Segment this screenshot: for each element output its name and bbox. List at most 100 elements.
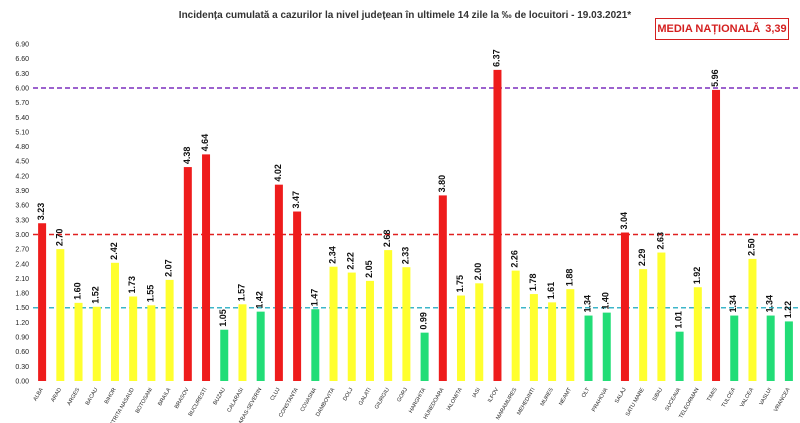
bar	[74, 302, 83, 381]
bar	[602, 312, 611, 381]
y-tick-label: 5.40	[15, 115, 29, 122]
category-label: BOTOSANI	[135, 387, 155, 415]
bar	[784, 321, 793, 381]
bar	[293, 211, 302, 381]
category-label: TELEORMAN	[678, 387, 700, 420]
bar	[766, 315, 775, 381]
bar	[183, 167, 192, 381]
data-label: 2.29	[637, 249, 647, 267]
y-tick-label: 4.20	[15, 173, 29, 180]
category-label: BUZAU	[212, 387, 227, 406]
category-label: GALATI	[358, 387, 373, 407]
data-label: 4.02	[273, 164, 283, 182]
category-label: BRASOV	[174, 387, 191, 410]
reference-lines	[33, 87, 798, 309]
data-label: 2.05	[364, 260, 374, 278]
category-label: MEHEDINTI	[516, 387, 537, 417]
bar	[110, 262, 119, 381]
data-label: 1.05	[218, 309, 228, 327]
category-label: SUCEAVA	[664, 387, 682, 412]
bar	[311, 309, 320, 381]
data-label: 1.42	[255, 291, 265, 309]
data-label: 1.78	[528, 274, 538, 292]
bar	[693, 287, 702, 381]
data-label: 2.26	[510, 250, 520, 268]
data-label: 2.34	[328, 246, 338, 264]
bar	[402, 267, 411, 381]
category-label: VALCEA	[739, 387, 755, 409]
data-label: 1.34	[728, 295, 738, 313]
y-tick-label: 3.00	[15, 232, 29, 239]
data-label: 2.07	[164, 259, 174, 277]
national-average-box: MEDIA NAȚIONALĂ 3,39	[655, 18, 789, 40]
category-label: ARAD	[50, 387, 63, 403]
y-tick-label: 5.10	[15, 129, 29, 136]
data-label: 1.55	[145, 285, 155, 303]
bar	[475, 283, 484, 381]
data-label: 2.68	[382, 230, 392, 248]
data-label: 1.92	[692, 267, 702, 285]
data-label: 0.99	[419, 312, 429, 330]
category-label: PRAHOVA	[591, 387, 610, 413]
data-label: 1.22	[783, 301, 793, 319]
category-label: HARGHITA	[408, 387, 427, 415]
data-label: 3.23	[36, 203, 46, 221]
y-tick-label: 1.80	[15, 291, 29, 298]
bar	[220, 329, 229, 381]
category-label: GIURGIU	[374, 387, 391, 410]
category-label: NEAMT	[558, 386, 573, 406]
y-tick-label: 1.20	[15, 320, 29, 327]
y-tick-label: 3.90	[15, 188, 29, 195]
bar	[584, 315, 593, 381]
category-label: ILFOV	[487, 387, 500, 404]
category-label: TULCEA	[721, 387, 737, 409]
bar	[420, 332, 429, 381]
category-label: BRAILA	[157, 387, 172, 407]
y-tick-label: 0.90	[15, 335, 29, 342]
y-tick-label: 6.90	[15, 42, 29, 49]
category-label: ALBA	[33, 387, 45, 402]
data-label: 1.61	[546, 282, 556, 300]
bar	[329, 266, 338, 381]
data-label: 1.88	[564, 269, 574, 287]
data-label: 1.57	[236, 284, 246, 302]
y-tick-label: 6.60	[15, 56, 29, 63]
national-average-value: 3,39	[765, 23, 787, 35]
category-label: VASLUI	[759, 387, 774, 407]
y-tick-label: 6.00	[15, 85, 29, 92]
category-label: SALAJ	[614, 387, 628, 405]
y-axis: 0.00 0.30 0.60 0.90 1.20 1.50 1.80 2.10 2.40 2.70…	[15, 42, 29, 386]
bar	[92, 306, 101, 381]
data-label: 3.47	[291, 191, 301, 209]
bar	[202, 154, 211, 381]
bar	[712, 89, 721, 381]
category-label: BACAU	[85, 387, 100, 406]
bar	[529, 294, 538, 381]
category-label: DAMBOVITA	[315, 387, 336, 418]
data-label: 1.34	[583, 295, 593, 313]
bar	[730, 315, 739, 381]
bar	[274, 184, 283, 381]
data-labels: 3.23 2.70 1.60 1.52 2.42 1.73 1.55 2.07 4.38 4.64…	[36, 49, 793, 329]
bar	[384, 250, 393, 381]
bar	[620, 232, 629, 381]
category-label: CLUJ	[270, 387, 282, 402]
bar	[129, 296, 138, 381]
y-tick-label: 6.30	[15, 71, 29, 78]
category-label: COVASNA	[300, 387, 319, 413]
category-label: BIHOR	[104, 387, 118, 405]
data-label: 3.80	[437, 175, 447, 193]
y-tick-label: 2.10	[15, 276, 29, 283]
category-label: SATU MARE	[625, 387, 646, 418]
data-label: 2.33	[400, 247, 410, 265]
bar	[657, 252, 666, 381]
data-label: 1.01	[674, 311, 684, 329]
y-tick-label: 2.40	[15, 261, 29, 268]
data-label: 4.38	[182, 147, 192, 165]
data-label: 2.70	[54, 229, 64, 247]
category-label: OLT	[581, 386, 592, 398]
bar	[347, 272, 356, 381]
data-label: 1.60	[73, 282, 83, 300]
